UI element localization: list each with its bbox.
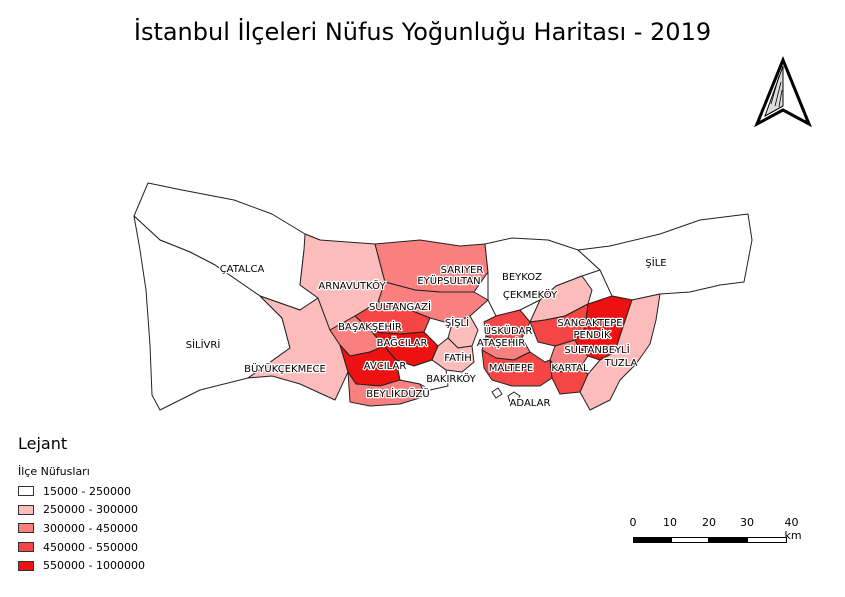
legend-swatch (18, 504, 34, 515)
legend-swatch (18, 560, 34, 571)
district-adalar (507, 391, 521, 403)
scale-segment (671, 537, 709, 543)
district-label: EYÜPSULTAN (417, 274, 480, 287)
legend-item: 250000 - 300000 (18, 501, 218, 520)
district-label: BAŞAKŞEHİR (338, 320, 402, 333)
legend-label: 250000 - 300000 (43, 503, 138, 517)
legend-items: 15000 - 250000 250000 - 300000 300000 - … (18, 482, 218, 575)
district-label: AVCILAR (364, 361, 407, 372)
district-label: SULTANGAZİ (369, 300, 431, 313)
district-label: ATAŞEHİR (477, 336, 525, 349)
scale-segment (747, 537, 787, 543)
district-bakirkoy (395, 359, 449, 391)
scale-segment (633, 537, 671, 543)
district-tuzla (579, 293, 661, 411)
scale-label: 20 (702, 516, 716, 529)
district-label: ŞİŞLİ (445, 316, 469, 329)
map-title: İstanbul İlçeleri Nüfus Yoğunluğu Harita… (133, 18, 712, 46)
district-label: BEYLİKDÜZÜ (366, 387, 429, 400)
legend-item: 450000 - 550000 (18, 538, 218, 557)
district-label: ŞİLE (645, 256, 666, 269)
district-kartal (549, 359, 589, 395)
district-label: BAKIRKÖY (426, 372, 476, 385)
legend-swatch (18, 486, 34, 497)
district-adalar-2 (491, 387, 503, 399)
legend-item: 300000 - 450000 (18, 519, 218, 538)
north-arrow-icon (754, 56, 812, 128)
legend-title: Lejant (18, 434, 68, 453)
district-label: SULTANBEYLİ (564, 343, 629, 356)
district-label: SARIYER (441, 265, 484, 276)
district-label: ÜSKÜDAR (484, 324, 533, 337)
legend-item: 550000 - 1000000 (18, 556, 218, 575)
district-label: SİLİVRİ (186, 338, 221, 351)
legend-label: 550000 - 1000000 (43, 559, 145, 573)
legend-swatch (18, 542, 34, 553)
district-labels: ŞİLE ÇATALCA SİLİVRİ BEYKOZ ÇEKMEKÖY ARNAVUTK… (184, 255, 667, 411)
scale-bar: 0 10 20 30 40 km (625, 516, 802, 556)
legend-label: 450000 - 550000 (43, 540, 138, 554)
district-label: TUZLA (604, 358, 638, 369)
district-sile (577, 213, 753, 301)
scale-label: 40 km (784, 516, 802, 542)
legend-label: 15000 - 250000 (43, 484, 131, 498)
district-label: ÇATALCA (220, 264, 265, 275)
district-label: PENDİK (573, 328, 610, 341)
scale-segment (709, 537, 747, 543)
legend-item: 15000 - 250000 (18, 482, 218, 501)
districts-layer (133, 182, 753, 411)
district-beylikduzu (347, 371, 427, 407)
district-label: ÇEKMEKÖY (503, 288, 558, 301)
district-label: ADALAR (510, 398, 551, 409)
legend-label: 300000 - 450000 (43, 521, 138, 535)
district-label: FATİH (444, 351, 471, 364)
district-label: BÜYÜKÇEKMECE (244, 362, 326, 375)
scale-label: 0 (629, 516, 637, 529)
scale-label: 10 (663, 516, 677, 529)
district-label: MALTEPE (489, 363, 533, 374)
district-label: SANCAKTEPE (557, 318, 622, 329)
legend-swatch (18, 523, 34, 534)
district-label: BAĞCILAR (377, 336, 428, 349)
scale-label: 30 (740, 516, 754, 529)
district-label: KARTAL (551, 363, 589, 374)
district-label: ARNAVUTKÖY (318, 279, 386, 292)
legend-subtitle: İlçe Nüfusları (18, 465, 90, 478)
legend: Lejant İlçe Nüfusları 15000 - 250000 250… (18, 434, 218, 575)
district-label: BEYKOZ (502, 272, 542, 283)
